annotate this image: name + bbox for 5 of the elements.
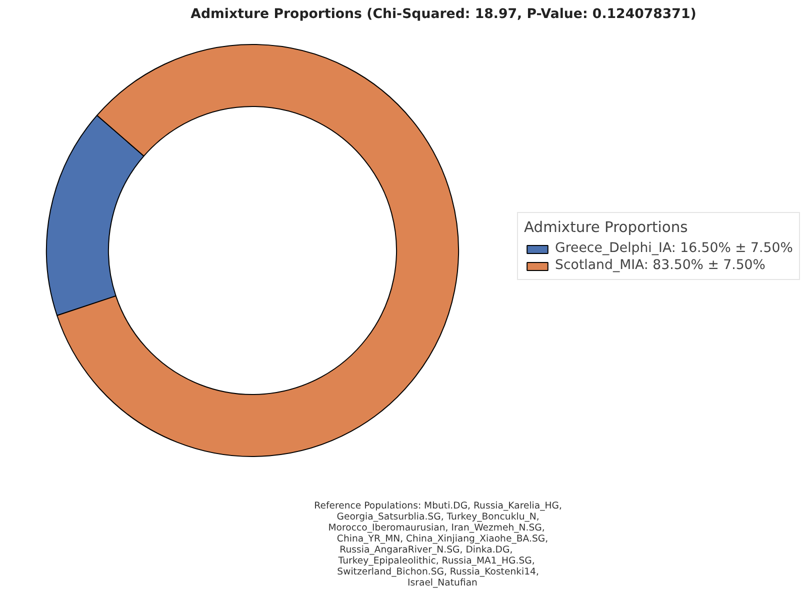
text: Reference Populations: Mbuti.DG, Russia_Karelia_HG, Georgia_Satsurblia.SG, Turkey_Boncuklu_N, Morocco_Iberomaurusian, Iran_Wezmeh_N.SG, China_YR_MN, China_Xinjiang_Xiaohe_BA.SG, Russia_AngaraRiver_N.SG, Dinka.DG, Turkey_Epipaleolithic, Russia_MA1_HG.SG, Switzerland_Bichon.SG, Russia_Kostenki14, Israel_Natufian (314, 500, 562, 588)
legend-label: Greece_Delphi_IA: 16.50% ± 7.50% (555, 241, 793, 256)
legend-label: Scotland_MIA: 83.50% ± 7.50% (555, 258, 766, 273)
legend-title: Admixture Proportions (524, 219, 689, 236)
chart-title: Admixture Proportions (Chi-Squared: 18.97, P-Value: 0.124078371) (190, 7, 696, 22)
